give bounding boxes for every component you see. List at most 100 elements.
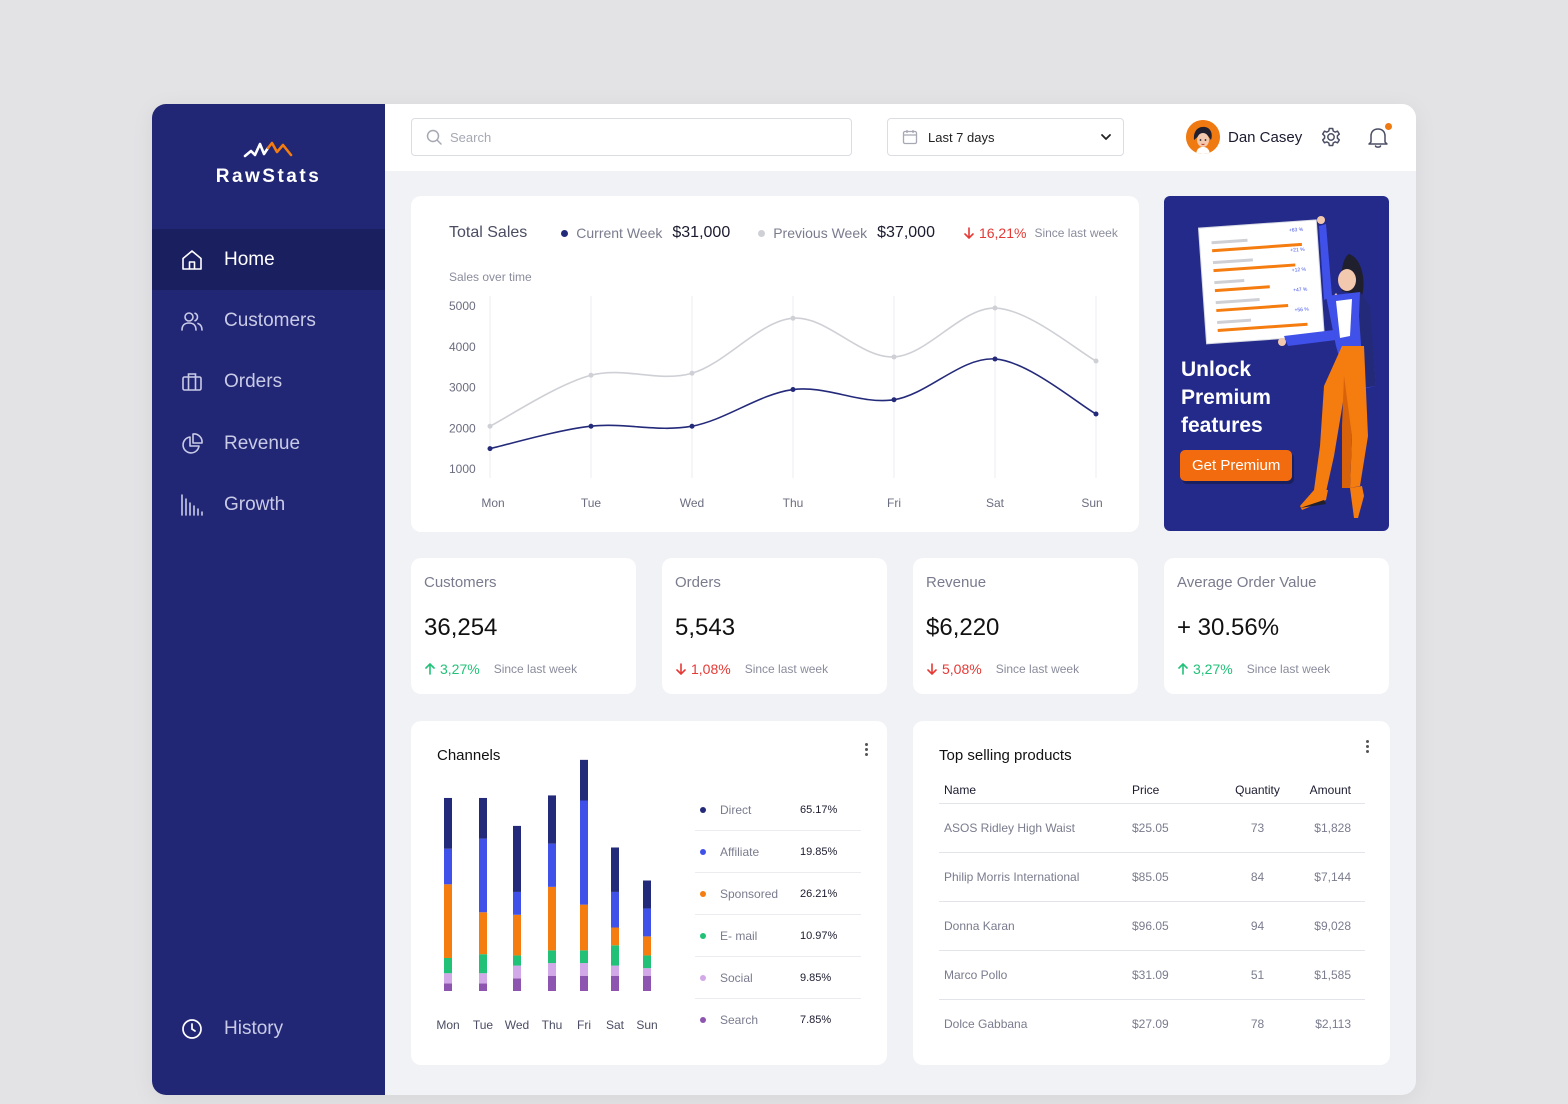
product-quantity: 51 [1220, 950, 1295, 1000]
bar-segment[interactable] [611, 975, 619, 991]
bar-segment[interactable] [479, 838, 487, 913]
bar-segment[interactable] [479, 912, 487, 955]
bar-segment[interactable] [513, 825, 521, 892]
bar-segment[interactable] [580, 975, 588, 991]
legend-name: Affiliate [720, 844, 760, 859]
bar-segment[interactable] [580, 950, 588, 964]
bar-segment[interactable] [513, 955, 521, 966]
bar-segment[interactable] [444, 973, 452, 984]
bar-segment[interactable] [548, 963, 556, 976]
current-week-label: Current Week [576, 225, 663, 241]
channels-menu-button[interactable] [861, 741, 871, 761]
brand-logo[interactable]: RawStats [152, 140, 385, 188]
bar-segment[interactable] [444, 983, 452, 991]
product-name: Dolce Gabbana [944, 1016, 1028, 1031]
user-menu[interactable]: Dan Casey [1186, 120, 1302, 154]
stat-trend: 3,27% Since last week [424, 661, 577, 677]
bar-segment[interactable] [548, 950, 556, 964]
table-row[interactable]: Donna Karan $96.05 94 $9,028 [939, 901, 1365, 951]
bar-segment[interactable] [580, 963, 588, 976]
promo-title-line: Unlock [1181, 358, 1252, 381]
sidebar-item-orders[interactable]: Orders [152, 351, 385, 412]
bar-segment[interactable] [513, 978, 521, 991]
column-header[interactable]: Price [1132, 777, 1220, 804]
bar-segment[interactable] [479, 954, 487, 974]
bar-segment[interactable] [643, 936, 651, 956]
data-point[interactable] [891, 354, 897, 360]
sidebar-item-home[interactable]: Home [152, 229, 385, 290]
bar-segment[interactable] [479, 983, 487, 991]
sheet-label: +47 % [1293, 287, 1308, 294]
data-point[interactable] [891, 397, 897, 403]
data-point[interactable] [588, 423, 594, 429]
legend-dot [700, 932, 706, 939]
get-premium-button[interactable]: Get Premium [1180, 450, 1293, 481]
notifications-button[interactable] [1367, 123, 1392, 154]
bar-segment[interactable] [580, 759, 588, 801]
bar-segment[interactable] [513, 965, 521, 979]
data-point[interactable] [992, 356, 998, 362]
data-point[interactable] [689, 423, 695, 429]
bar-segment[interactable] [444, 797, 452, 849]
table-row[interactable]: Dolce Gabbana $27.09 78 $2,113 [939, 999, 1365, 1048]
search-box[interactable] [411, 118, 852, 156]
sales-header: Total Sales Current Week $31,000 Previou… [449, 224, 1118, 242]
bar-segment[interactable] [548, 795, 556, 844]
sidebar-item-growth[interactable]: Growth [152, 474, 385, 535]
data-point[interactable] [487, 446, 493, 452]
sidebar-item-history[interactable]: History [152, 998, 385, 1059]
sales-subtitle: Sales over time [449, 270, 532, 284]
settings-button[interactable] [1319, 125, 1343, 154]
sidebar-item-revenue[interactable]: Revenue [152, 413, 385, 474]
column-header[interactable]: Name [939, 777, 1132, 804]
table-row[interactable]: ASOS Ridley High Waist $25.05 73 $1,828 [939, 803, 1365, 853]
bar-segment[interactable] [611, 891, 619, 928]
bar-segment[interactable] [479, 973, 487, 984]
table-row[interactable]: Marco Pollo $31.09 51 $1,585 [939, 950, 1365, 1000]
product-name: Donna Karan [939, 901, 1132, 951]
bar-segment[interactable] [580, 800, 588, 905]
data-point[interactable] [689, 370, 695, 376]
bar-segment[interactable] [611, 927, 619, 946]
data-point[interactable] [790, 387, 796, 393]
data-point[interactable] [487, 423, 493, 429]
stat-trend: 1,08% Since last week [675, 661, 828, 677]
column-header[interactable]: Amount [1295, 777, 1365, 804]
data-point[interactable] [790, 315, 796, 321]
bar-segment[interactable] [643, 975, 651, 991]
legend-item-affiliate: Affiliate 19.85% [695, 831, 861, 873]
sidebar-item-customers[interactable]: Customers [152, 290, 385, 351]
data-point[interactable] [992, 305, 998, 311]
stat-label: Revenue [926, 574, 987, 591]
table-row[interactable]: Philip Morris International $85.05 84 $7… [939, 852, 1365, 902]
bar-segment[interactable] [580, 904, 588, 951]
stat-card-revenue: Revenue $6,220 5,08% Since last week [913, 558, 1138, 694]
data-point[interactable] [1093, 411, 1099, 417]
data-point[interactable] [588, 372, 594, 378]
bar-segment[interactable] [444, 848, 452, 885]
bar-segment[interactable] [548, 843, 556, 887]
date-range-select[interactable]: Last 7 days [887, 118, 1124, 156]
sales-change-value: 16,21% [978, 225, 1027, 241]
bar-segment[interactable] [643, 955, 651, 969]
bar-segment[interactable] [548, 886, 556, 951]
bar-segment[interactable] [444, 884, 452, 958]
column-header[interactable]: Quantity [1220, 777, 1295, 804]
bar-segment[interactable] [643, 880, 651, 909]
user-name: Dan Casey [1228, 128, 1303, 146]
bar-segment[interactable] [513, 891, 521, 915]
bar-segment[interactable] [643, 968, 651, 976]
bar-segment[interactable] [643, 908, 651, 937]
bar-segment[interactable] [479, 797, 487, 839]
bar-segment[interactable] [548, 975, 556, 991]
bar-segment[interactable] [611, 847, 619, 892]
product-quantity: 94 [1220, 901, 1295, 951]
bar-segment[interactable] [444, 957, 452, 974]
bar-segment[interactable] [513, 914, 521, 956]
bar-segment[interactable] [611, 965, 619, 976]
stat-label: Customers [424, 574, 497, 591]
bar-segment[interactable] [611, 945, 619, 966]
search-input[interactable] [450, 129, 830, 145]
data-point[interactable] [1093, 358, 1099, 364]
products-menu-button[interactable] [1362, 738, 1372, 758]
